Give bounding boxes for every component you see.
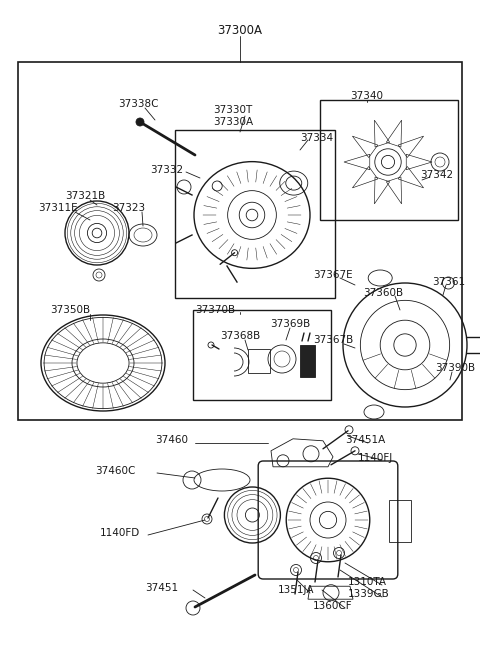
Text: 37370B: 37370B [195,305,235,315]
Text: 37342: 37342 [420,170,453,180]
Circle shape [136,118,144,126]
Text: 1310TA: 1310TA [348,577,387,587]
Text: 37360B: 37360B [363,288,403,298]
Text: 1140FD: 1140FD [100,528,140,538]
Text: 37368B: 37368B [220,331,260,341]
Text: 1140FJ: 1140FJ [358,453,393,463]
Bar [320,100,458,220]
Text: 37367B: 37367B [313,335,353,345]
Text: 37323: 37323 [112,203,145,213]
Text: 37332: 37332 [150,165,183,175]
Text: 37369B: 37369B [270,319,310,329]
Text: 37350B: 37350B [50,305,90,315]
Text: 37321B: 37321B [65,191,105,201]
Text: 37460: 37460 [155,435,188,445]
Bar [300,345,315,377]
Text: 37330A: 37330A [213,117,253,127]
Text: 37311E: 37311E [38,203,78,213]
Bar [248,349,270,373]
Text: 37334: 37334 [300,133,333,143]
Text: 1339GB: 1339GB [348,589,390,599]
Bar [193,310,331,400]
Text: 1360CF: 1360CF [313,601,353,611]
Bar [389,500,411,542]
Text: 37451A: 37451A [345,435,385,445]
Bar [18,62,462,420]
Text: 37338C: 37338C [118,99,158,109]
Text: 1351JA: 1351JA [278,585,314,595]
Text: 37300A: 37300A [217,24,263,37]
Text: 37330T: 37330T [213,105,252,115]
Text: 37361: 37361 [432,277,465,287]
Text: 37340: 37340 [350,91,384,101]
Text: 37367E: 37367E [313,270,353,280]
Text: 37451: 37451 [145,583,178,593]
Text: 37460C: 37460C [95,466,135,476]
Bar [175,130,335,298]
Text: 37390B: 37390B [435,363,475,373]
